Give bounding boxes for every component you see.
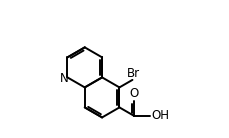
Text: OH: OH — [151, 109, 169, 122]
Text: N: N — [60, 72, 68, 85]
Text: Br: Br — [126, 67, 139, 79]
Text: O: O — [129, 87, 138, 100]
